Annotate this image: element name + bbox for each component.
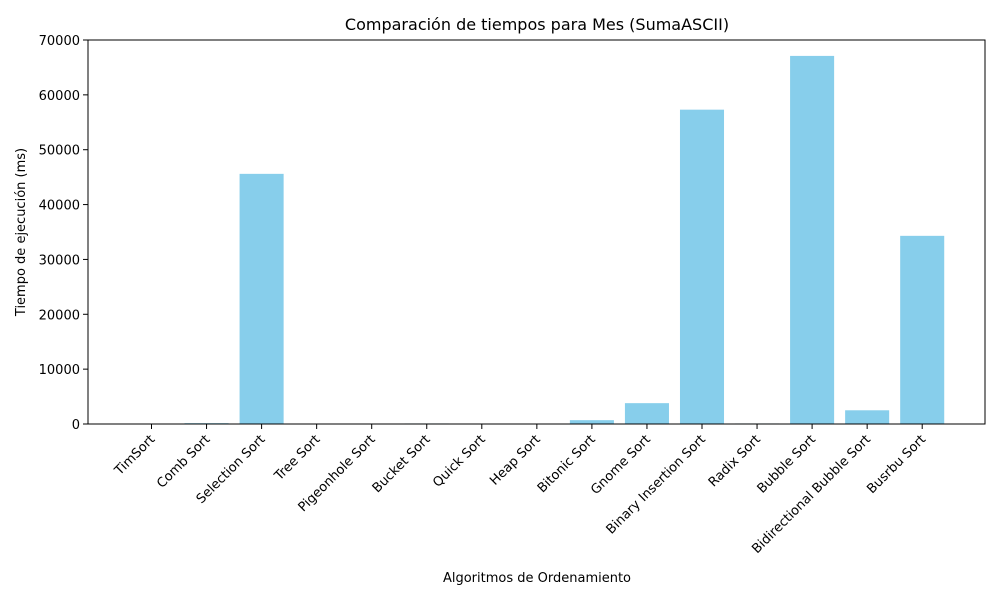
bar [624,403,669,424]
y-tick-label: 20000 [39,308,80,323]
y-tick-label: 30000 [39,253,80,268]
bar [790,55,835,425]
x-tick-label: Comb Sort [154,432,213,491]
x-tick-label: Bidirectional Bubble Sort [749,432,874,557]
x-axis-label: Algoritmos de Ordenamiento [443,571,631,586]
x-tick-label: Radix Sort [706,432,764,490]
x-tick-label: Busrbu Sort [864,432,929,497]
bar [679,109,725,424]
x-tick-label: Binary Insertion Sort [604,432,709,537]
bar [569,420,614,424]
bar [845,410,890,424]
x-tick-label: Heap Sort [487,432,543,488]
y-tick-label: 60000 [39,89,80,104]
x-tick-label: Quick Sort [430,432,488,490]
y-tick-label: 0 [72,418,80,433]
chart-title: Comparación de tiempos para Mes (SumaASC… [345,15,729,34]
bar [239,173,284,424]
x-tick-label: Bucket Sort [370,432,434,496]
x-tick-label: Tree Sort [271,432,323,484]
y-tick-label: 70000 [39,34,80,49]
y-tick-label: 40000 [39,199,80,214]
y-axis: 0 10000 20000 30000 40000 50000 60000 70000 [39,34,88,433]
x-tick-label: TimSort [111,432,158,479]
bar [900,235,945,424]
y-tick-label: 10000 [39,363,80,378]
y-axis-label: Tiempo de ejecución (ms) [14,148,29,317]
bars-group [129,55,945,425]
y-tick-label: 50000 [39,144,80,159]
plot-frame [87,39,986,425]
